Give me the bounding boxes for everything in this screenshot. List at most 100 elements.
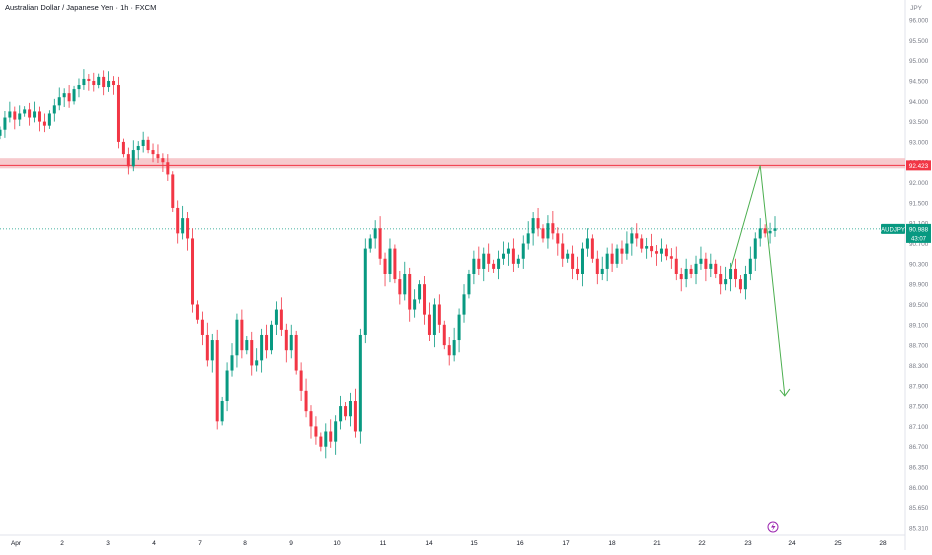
candle-body [689,268,693,274]
candle-body [82,78,86,86]
candle-body [580,248,584,274]
candle-body [181,218,185,234]
candle-body [546,223,550,239]
candle-body [294,334,298,371]
candle-body [669,256,673,259]
candle-body [265,334,269,351]
candle-body [279,309,283,330]
candle-body [492,263,496,269]
current-price-label: 90.988 [909,226,929,233]
candle-body [437,304,441,325]
candle-body [403,274,407,295]
lightning-icon[interactable] [767,521,779,533]
candle-body [151,150,155,155]
candle-body [413,299,417,310]
candle-body [97,76,101,86]
y-tick-label: 87.500 [909,404,929,411]
candle-body [576,268,580,274]
x-tick-label: Apr [11,540,22,547]
symbol-tag [881,223,905,234]
y-tick-label: 91.500 [909,200,929,207]
candle-body [289,334,293,351]
x-tick-label: 8 [243,540,247,547]
candle-body [571,253,575,269]
candle-body [37,111,41,122]
candle-body [610,253,614,264]
chart-title: Australian Dollar / Japanese Yen · 1h · … [5,3,157,12]
candle-body [186,218,190,239]
candle-body [521,243,525,259]
symbol-tag-label: AUDJPY [881,227,905,233]
candle-body [551,223,555,234]
y-tick-label: 85.310 [909,526,929,533]
candle-body [339,406,343,422]
candle-body [235,319,239,356]
candle-body [67,93,71,102]
candle-body [210,340,214,361]
y-tick-label: 88.700 [909,343,929,350]
candle-body [284,329,288,351]
candle-body [724,279,728,285]
candle-body [635,233,639,239]
candle-body [729,268,733,280]
y-tick-label: 86.700 [909,444,929,451]
candle-body [363,248,367,335]
y-tick-label: 96.000 [909,18,929,25]
candle-body [640,238,644,249]
candle-body [714,263,718,274]
candle-body [260,334,264,361]
candle-body [684,268,688,280]
candle-body [541,228,545,239]
y-tick-label: 89.100 [909,322,929,329]
candle-body [107,80,111,88]
candle-body [457,314,461,341]
candle-body [156,154,160,159]
candle-body [630,233,634,244]
candle-body [427,314,431,335]
x-tick-label: 11 [380,540,387,547]
candle-body [462,294,466,315]
candle-body [33,111,37,118]
candle-body [753,238,757,259]
candle-body [334,421,338,442]
candle-body [3,117,7,130]
x-tick-label: 28 [879,540,887,547]
x-tick-label: 21 [653,540,661,547]
current-price-tag [906,223,931,243]
candle-body [605,253,609,269]
candle-body [146,139,150,151]
candle-body [230,355,234,371]
candle-body [763,228,767,234]
candle-body [77,85,81,90]
candle-body [348,401,352,417]
candle-body [220,401,224,422]
candle-body [299,370,303,391]
candle-body [585,238,589,249]
candle-body [13,111,17,120]
candle-body [47,113,51,126]
x-tick-label: 10 [333,540,341,547]
y-tick-label: 85.650 [909,505,929,512]
candle-body [432,304,436,335]
y-tick-label: 86.350 [909,465,929,472]
candle-body [674,258,678,274]
candle-body [8,111,12,118]
candle-body [467,274,471,295]
candle-body [274,309,278,325]
candle-body [195,304,199,320]
candle-body [42,121,46,126]
candle-body [472,258,476,274]
resistance-price-label: 92.423 [909,163,929,170]
y-tick-label: 93.500 [909,119,929,126]
candle-body [62,93,66,98]
candle-body [373,228,377,239]
y-tick-label: 90.300 [909,261,929,268]
candle-body [536,218,540,229]
candle-body [650,246,654,252]
y-tick-label: 92.000 [909,180,929,187]
candle-body [393,248,397,280]
candle-body [72,89,76,102]
candle-body [743,274,747,290]
candle-body [482,253,486,269]
